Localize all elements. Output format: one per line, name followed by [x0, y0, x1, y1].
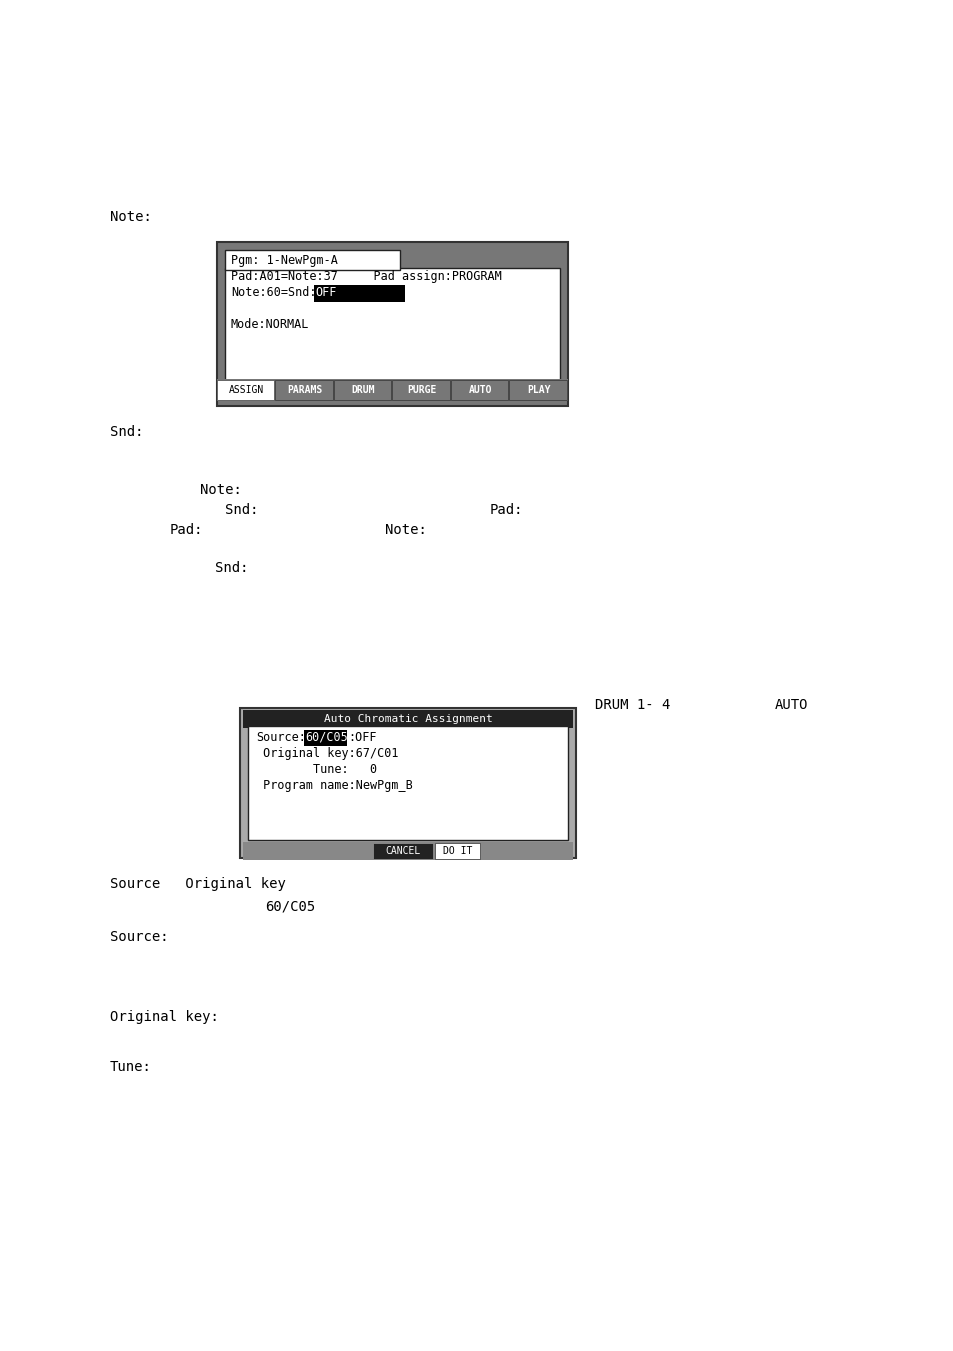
- Text: 60/C05: 60/C05: [305, 731, 348, 744]
- Bar: [243, 711, 573, 728]
- Bar: [509, 380, 566, 400]
- Bar: [435, 843, 479, 859]
- Text: Pgm: 1-NewPgm-A: Pgm: 1-NewPgm-A: [231, 254, 337, 267]
- Text: Program name:NewPgm_B: Program name:NewPgm_B: [255, 780, 413, 792]
- Bar: [216, 380, 567, 401]
- Text: Note:: Note:: [385, 523, 426, 536]
- Text: Pad:A01=Note:37     Pad assign:PROGRAM: Pad:A01=Note:37 Pad assign:PROGRAM: [231, 270, 501, 282]
- Bar: [216, 380, 274, 400]
- Bar: [240, 708, 576, 858]
- Bar: [392, 380, 450, 400]
- Text: Original key:: Original key:: [110, 1011, 218, 1024]
- Bar: [314, 285, 405, 303]
- Text: DO IT: DO IT: [442, 846, 472, 857]
- Bar: [275, 380, 333, 400]
- Text: Snd:: Snd:: [225, 503, 258, 517]
- Text: Note:: Note:: [110, 209, 152, 224]
- Text: Snd:: Snd:: [110, 426, 143, 439]
- Text: Snd:: Snd:: [214, 561, 248, 576]
- Bar: [225, 250, 399, 270]
- Text: Note:: Note:: [200, 484, 242, 497]
- Text: Source   Original key: Source Original key: [110, 877, 286, 892]
- Bar: [216, 242, 567, 407]
- Text: Source:: Source:: [110, 929, 169, 944]
- Text: Tune:   0: Tune: 0: [255, 763, 376, 775]
- Text: Source:: Source:: [255, 731, 306, 744]
- Text: Original key:67/C01: Original key:67/C01: [255, 747, 398, 761]
- Text: DRUM: DRUM: [351, 385, 375, 394]
- Text: OFF: OFF: [314, 286, 336, 299]
- Text: Pad:: Pad:: [170, 523, 203, 536]
- Text: 60/C05: 60/C05: [265, 900, 314, 915]
- Text: :OFF: :OFF: [348, 731, 376, 744]
- Bar: [334, 380, 391, 400]
- Text: PLAY: PLAY: [526, 385, 550, 394]
- Text: AUTO: AUTO: [468, 385, 492, 394]
- Text: Pad:: Pad:: [490, 503, 523, 517]
- Text: PARAMS: PARAMS: [287, 385, 322, 394]
- Bar: [243, 842, 573, 861]
- Text: PURGE: PURGE: [407, 385, 436, 394]
- Text: AUTO: AUTO: [774, 698, 807, 712]
- Bar: [373, 843, 433, 859]
- Text: CANCEL: CANCEL: [385, 846, 420, 857]
- Text: ASSIGN: ASSIGN: [229, 385, 264, 394]
- Text: Note:60=Snd:: Note:60=Snd:: [231, 286, 316, 299]
- Text: Auto Chromatic Assignment: Auto Chromatic Assignment: [323, 713, 492, 724]
- Bar: [225, 267, 559, 390]
- Bar: [304, 730, 347, 746]
- Text: Mode:NORMAL: Mode:NORMAL: [231, 317, 309, 331]
- Bar: [451, 380, 508, 400]
- Text: DRUM 1- 4: DRUM 1- 4: [595, 698, 670, 712]
- Bar: [248, 725, 567, 840]
- Text: Tune:: Tune:: [110, 1061, 152, 1074]
